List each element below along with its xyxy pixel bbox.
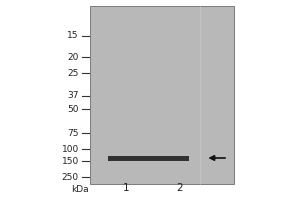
Bar — [90, 6, 234, 184]
Text: 50: 50 — [68, 104, 79, 114]
Text: 150: 150 — [62, 156, 79, 166]
Text: 20: 20 — [68, 52, 79, 62]
Text: 75: 75 — [68, 129, 79, 138]
Text: kDa: kDa — [71, 184, 88, 194]
Text: 1: 1 — [123, 183, 129, 193]
Bar — [108, 156, 189, 160]
Text: 37: 37 — [68, 92, 79, 100]
Text: 25: 25 — [68, 68, 79, 77]
Text: 2: 2 — [177, 183, 183, 193]
Text: 15: 15 — [68, 31, 79, 40]
Text: 100: 100 — [62, 144, 79, 154]
Text: 250: 250 — [62, 172, 79, 182]
